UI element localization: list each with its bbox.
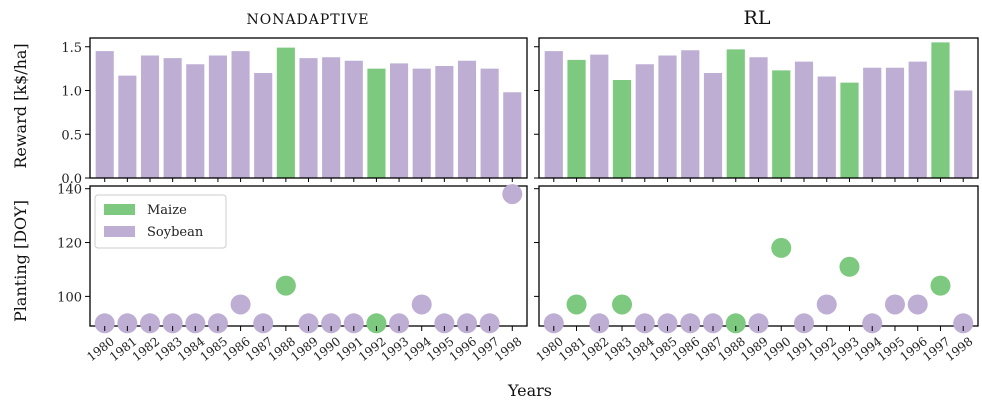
planting-point-1995 <box>884 294 905 315</box>
reward-bar-1982 <box>140 55 160 178</box>
planting-point-1980 <box>543 313 564 334</box>
planting-point-1988 <box>275 275 296 296</box>
plot-layer: 0.00.51.01.51001201401980198119821983198… <box>57 37 979 364</box>
reward-bar-1992 <box>367 68 386 179</box>
planting-point-1989 <box>298 313 319 334</box>
reward-bar-1989 <box>749 57 768 178</box>
planting-point-1998 <box>502 184 523 205</box>
reward-bar-1993 <box>840 82 859 179</box>
reward-bar-1990 <box>322 57 341 178</box>
reward-bar-1986 <box>231 51 250 178</box>
reward-bar-1988 <box>276 47 295 179</box>
planting-point-1985 <box>657 313 678 334</box>
reward-y-tick-label: 0.0 <box>61 172 82 187</box>
planting-point-1986 <box>680 313 701 334</box>
planting-y-tick-label: 100 <box>57 290 82 305</box>
reward-bar-1980 <box>544 51 563 178</box>
planting-point-1990 <box>771 237 792 258</box>
reward-bar-1982 <box>590 54 609 178</box>
reward-bar-1998 <box>954 90 973 178</box>
reward-y-tick-label: 0.5 <box>61 128 82 143</box>
reward-bar-1984 <box>635 64 654 178</box>
reward-y-tick-label: 1.5 <box>61 41 82 56</box>
planting-point-1992 <box>366 313 387 334</box>
planting-point-1994 <box>862 313 883 334</box>
reward-bar-1994 <box>412 68 431 179</box>
reward-bar-1988 <box>726 49 745 179</box>
legend-swatch-maize <box>104 204 135 215</box>
planting-point-1983 <box>612 294 633 315</box>
planting-point-1984 <box>185 313 206 334</box>
reward-bar-1994 <box>863 67 882 178</box>
reward-bar-1983 <box>612 80 632 178</box>
reward-bar-1985 <box>208 55 227 178</box>
reward-bar-1998 <box>503 92 522 178</box>
planting-point-1992 <box>816 294 837 315</box>
planting-point-1991 <box>793 313 814 334</box>
reward-bar-1992 <box>817 76 836 178</box>
planting-point-1981 <box>566 294 587 315</box>
reward-y-tick-label: 1.0 <box>61 85 82 100</box>
reward-bar-1986 <box>681 50 700 178</box>
planting-point-1987 <box>703 313 724 334</box>
planting-point-1997 <box>930 275 951 296</box>
reward-bar-1983 <box>163 58 182 179</box>
reward-bar-1980 <box>95 51 114 178</box>
reward-bar-1997 <box>480 68 499 179</box>
planting-point-1990 <box>321 313 342 334</box>
planting-point-1996 <box>457 313 477 334</box>
planting-point-1997 <box>479 313 500 334</box>
planting-point-1987 <box>253 313 274 334</box>
planting-point-1996 <box>907 294 928 315</box>
legend-label-maize: Maize <box>147 203 187 218</box>
planting-point-1995 <box>434 313 455 334</box>
legend: Maize Soybean <box>94 194 227 249</box>
reward-bar-1990 <box>772 70 791 178</box>
legend-swatch-soybean <box>104 226 135 237</box>
panel-title-rl: RL <box>744 7 771 29</box>
reward-bar-1995 <box>885 67 905 178</box>
planting-point-1984 <box>634 313 655 334</box>
reward-bar-1987 <box>254 73 273 178</box>
reward-bar-1991 <box>794 61 814 179</box>
planting-point-1989 <box>748 313 769 334</box>
planting-y-tick-label: 120 <box>57 237 82 252</box>
panel-title-nonadaptive: NONADAPTIVE <box>246 12 369 28</box>
planting-point-1980 <box>94 313 115 334</box>
planting-point-1994 <box>411 294 432 315</box>
reward-bar-1996 <box>908 61 927 179</box>
planting-point-1993 <box>389 313 410 334</box>
x-tick-label-1998: 1998 <box>943 334 976 364</box>
reward-bar-1984 <box>186 64 205 178</box>
y-axis-label-reward: Reward [k$/ha] <box>11 43 30 168</box>
legend-label-soybean: Soybean <box>147 225 204 240</box>
planting-point-1998 <box>953 313 974 334</box>
reward-bar-1989 <box>299 58 318 179</box>
reward-bar-1991 <box>344 60 363 178</box>
reward-bar-1997 <box>931 42 950 179</box>
planting-point-1982 <box>589 313 610 334</box>
planting-point-1991 <box>343 313 364 334</box>
reward-bar-1985 <box>658 55 677 178</box>
reward-bar-1987 <box>703 73 723 178</box>
planting-point-1982 <box>140 313 160 334</box>
planting-point-1981 <box>117 313 138 334</box>
x-axis-label: Years <box>507 381 552 400</box>
planting-point-1983 <box>162 313 183 334</box>
planting-y-tick-label: 140 <box>57 183 82 198</box>
reward-bar-1981 <box>118 75 137 179</box>
planting-point-1988 <box>725 313 746 334</box>
planting-point-1986 <box>230 294 251 315</box>
reward-bar-1996 <box>457 60 477 178</box>
reward-bar-1981 <box>567 59 586 179</box>
reward-bar-1993 <box>390 63 409 179</box>
reward-bar-1995 <box>435 66 454 178</box>
y-axis-label-planting: Planting [DOY] <box>11 200 30 322</box>
planting-point-1993 <box>839 256 860 277</box>
planting-point-1985 <box>207 313 228 334</box>
